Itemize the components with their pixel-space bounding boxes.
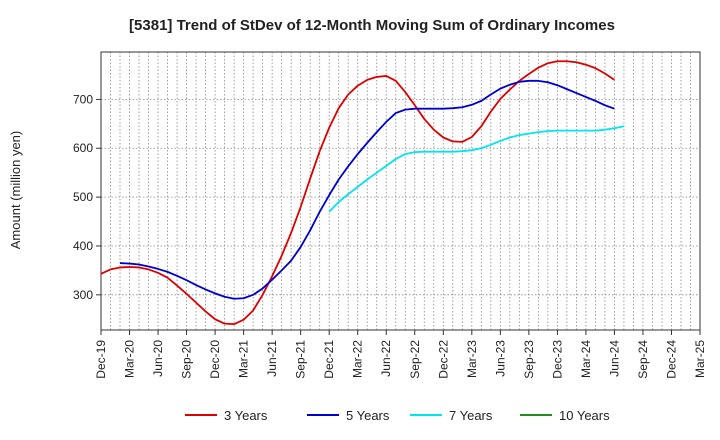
series-line-3-years: [100, 60, 615, 326]
x-tick-label: Dec-21: [322, 340, 336, 379]
series-lines: [100, 60, 625, 326]
x-tick-label: Dec-23: [550, 340, 564, 379]
x-tick-label: Dec-22: [436, 340, 450, 379]
x-tick-label: Jun-20: [151, 340, 165, 377]
x-axis-ticks: Dec-19 Mar-20 Jun-20 Sep-20 Dec-20 Mar-21 Jun-…: [94, 330, 707, 379]
x-tick-label: Dec-19: [94, 340, 108, 379]
x-tick-label: Mar-21: [237, 340, 251, 378]
y-axis-ticks: 300 400 500 600 700: [73, 92, 101, 302]
x-tick-label: Mar-25: [693, 340, 707, 378]
plot-frame-rect: [100, 51, 701, 331]
y-tick-label: 400: [73, 239, 93, 253]
x-tick-label: Jun-22: [379, 340, 393, 377]
x-tick-label: Sep-21: [294, 340, 308, 379]
x-tick-label: Mar-23: [465, 340, 479, 378]
grid-lines: [101, 52, 700, 330]
x-tick-label: Jun-23: [493, 340, 507, 377]
legend-label: 5 Years: [346, 408, 390, 423]
x-tick-label: Sep-24: [636, 340, 650, 379]
x-tick-label: Dec-24: [664, 340, 678, 379]
legend-label: 3 Years: [224, 408, 268, 423]
x-tick-label: Sep-23: [522, 340, 536, 379]
y-tick-label: 700: [73, 92, 93, 106]
x-tick-label: Dec-20: [208, 340, 222, 379]
series-line-5-years: [119, 79, 615, 300]
y-tick-label: 300: [73, 288, 93, 302]
x-tick-label: Mar-20: [123, 340, 137, 378]
x-tick-label: Sep-20: [180, 340, 194, 379]
x-tick-label: Mar-24: [579, 340, 593, 378]
chart-title: [5381] Trend of StDev of 12-Month Moving…: [129, 17, 615, 34]
x-tick-label: Mar-22: [351, 340, 365, 378]
y-axis-label: Amount (million yen): [8, 131, 23, 250]
series-line-7-years: [328, 125, 625, 213]
legend: 3 Years 5 Years 7 Years 10 Years: [185, 408, 610, 423]
y-tick-label: 600: [73, 141, 93, 155]
legend-label: 10 Years: [559, 408, 610, 423]
y-tick-label: 500: [73, 190, 93, 204]
legend-label: 7 Years: [449, 408, 493, 423]
x-tick-label: Jun-24: [607, 340, 621, 377]
x-tick-label: Sep-22: [408, 340, 422, 379]
plot-frame: [100, 51, 701, 331]
x-tick-label: Jun-21: [265, 340, 279, 377]
